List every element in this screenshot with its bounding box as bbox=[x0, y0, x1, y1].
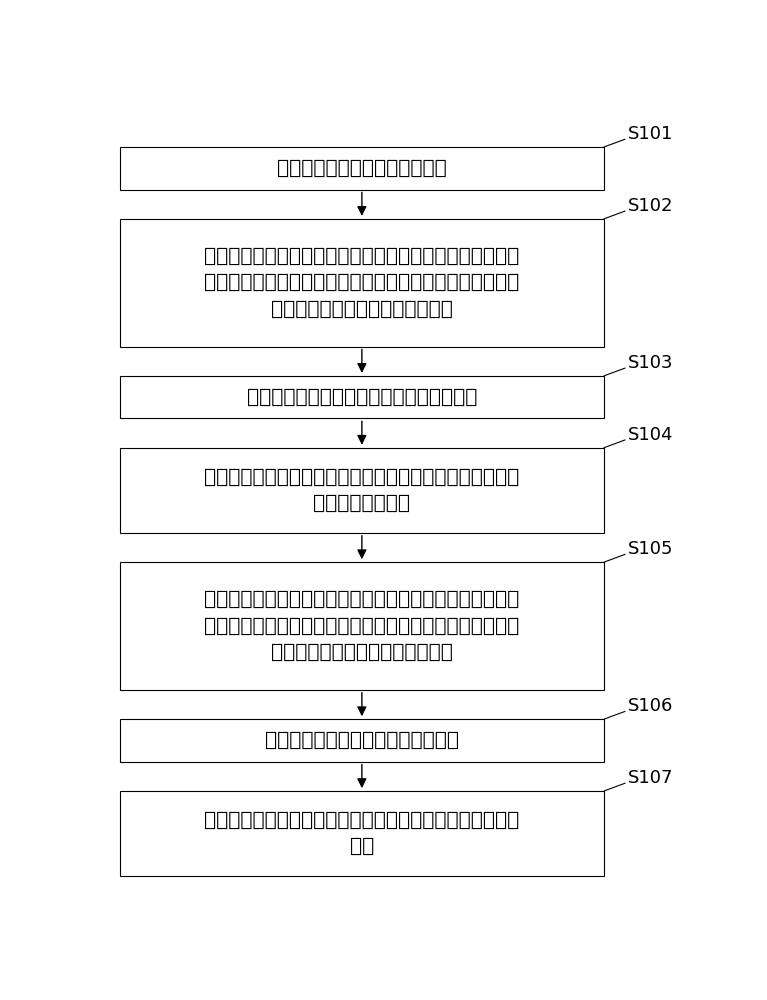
Text: 通过所述沟槽向所述半导体衬底注入第一掺杂类型的粒子，
在所述阱区背离所述栅极一侧形成载流子浓度大于所述半导
体衬底载流子浓度的载流子存储层: 通过所述沟槽向所述半导体衬底注入第一掺杂类型的粒子， 在所述阱区背离所述栅极一侧… bbox=[204, 590, 519, 662]
Text: S105: S105 bbox=[628, 540, 673, 558]
Text: S106: S106 bbox=[628, 697, 673, 715]
Bar bbox=[120, 376, 604, 418]
Text: S102: S102 bbox=[628, 197, 673, 215]
Text: 在所述半导体衬底的正面内部形成第二掺杂类型的阱区，并
在所述半导体衬底的正面形成所述绝缘栅双极晶体管的栅极
，所述栅极覆盖所述阱区部分表面: 在所述半导体衬底的正面内部形成第二掺杂类型的阱区，并 在所述半导体衬底的正面形成… bbox=[204, 247, 519, 319]
Text: 在所述半导体衬底的背面形成所述绝缘栅双极晶体管的背面
结构: 在所述半导体衬底的背面形成所述绝缘栅双极晶体管的背面 结构 bbox=[204, 811, 519, 856]
Text: 在所述阱区表面形成第一掺杂类型的发射区: 在所述阱区表面形成第一掺杂类型的发射区 bbox=[247, 388, 477, 407]
Bar bbox=[120, 562, 604, 690]
Text: 对所述发射区进行刻蚀，在所述发射区内形成沟槽，所述沟
槽贯穿所述发射区: 对所述发射区进行刻蚀，在所述发射区内形成沟槽，所述沟 槽贯穿所述发射区 bbox=[204, 468, 519, 513]
Text: S103: S103 bbox=[628, 354, 673, 372]
Text: S104: S104 bbox=[628, 426, 673, 444]
Bar bbox=[120, 719, 604, 762]
Text: S107: S107 bbox=[628, 769, 673, 787]
Text: 提供第一掺杂类型的半导体衬底: 提供第一掺杂类型的半导体衬底 bbox=[277, 159, 446, 178]
Bar bbox=[120, 147, 604, 190]
Text: S101: S101 bbox=[628, 125, 673, 143]
Bar bbox=[120, 219, 604, 347]
Bar bbox=[120, 448, 604, 533]
Text: 形成所述绝缘栅双极晶体管的发射极: 形成所述绝缘栅双极晶体管的发射极 bbox=[265, 731, 459, 750]
Bar bbox=[120, 791, 604, 876]
